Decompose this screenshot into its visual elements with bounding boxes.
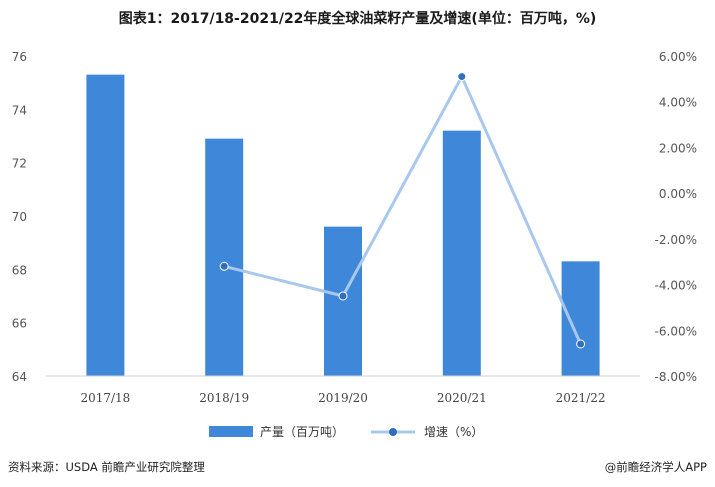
left-axis-tick-label: 72	[12, 157, 27, 171]
growth-line	[223, 75, 582, 345]
right-axis-tick-label: 2.00%	[659, 141, 697, 155]
right-axis-tick-label: 4.00%	[659, 96, 697, 110]
legend-bar-swatch	[209, 426, 253, 437]
legend: 产量（百万吨） 增速（%）	[209, 425, 483, 439]
production-bar	[86, 74, 125, 377]
left-axis-tick-label: 64	[12, 370, 27, 384]
left-axis-ticks: 64 66 68 70 72 74 76	[12, 50, 27, 384]
x-axis-tick-label: 2021/22	[556, 391, 606, 405]
source-note: 资料来源：USDA 前瞻产业研究院整理	[8, 460, 205, 474]
production-bar	[324, 226, 362, 376]
left-axis-tick-label: 68	[12, 263, 27, 277]
right-axis-tick-label: -8.00%	[655, 370, 697, 384]
right-axis-tick-label: -4.00%	[655, 279, 697, 293]
production-bar	[205, 138, 244, 376]
right-axis-tick-label: -6.00%	[655, 324, 697, 338]
production-bar	[442, 130, 481, 376]
brand-credit: @前瞻经济学人APP	[604, 460, 707, 474]
right-axis-tick-label: 6.00%	[659, 50, 697, 64]
x-axis-tick-label: 2020/21	[437, 391, 487, 405]
left-axis-tick-label: 74	[12, 103, 27, 117]
production-bar	[561, 261, 600, 376]
right-axis-ticks: -8.00% -6.00% -4.00% -2.00% 0.00% 2.00% 4.00% 6…	[655, 50, 697, 384]
left-axis-tick-label: 70	[12, 210, 27, 224]
left-axis-tick-label: 66	[12, 317, 27, 331]
right-axis-tick-label: 0.00%	[659, 187, 697, 201]
growth-point	[457, 72, 467, 82]
growth-point	[576, 339, 586, 349]
legend-line-marker	[389, 428, 397, 436]
growth-point	[338, 291, 348, 301]
chart-title: 图表1：2017/18-2021/22年度全球油菜籽产量及增速(单位：百万吨，%…	[118, 11, 597, 27]
legend-production-label: 产量（百万吨）	[260, 425, 344, 439]
growth-point	[219, 261, 229, 271]
bar-group	[86, 74, 600, 377]
legend-growth-label: 增速（%）	[424, 425, 483, 439]
x-axis-tick-label: 2018/19	[199, 391, 249, 405]
x-axis-tick-label: 2019/20	[318, 391, 368, 405]
right-axis-tick-label: -2.00%	[655, 233, 697, 247]
x-axis-ticks: 2017/18 2018/19 2019/20 2020/21 2021/22	[80, 391, 605, 405]
growth-line-group	[219, 72, 586, 349]
left-axis-tick-label: 76	[12, 50, 27, 64]
x-axis-tick-label: 2017/18	[80, 391, 130, 405]
